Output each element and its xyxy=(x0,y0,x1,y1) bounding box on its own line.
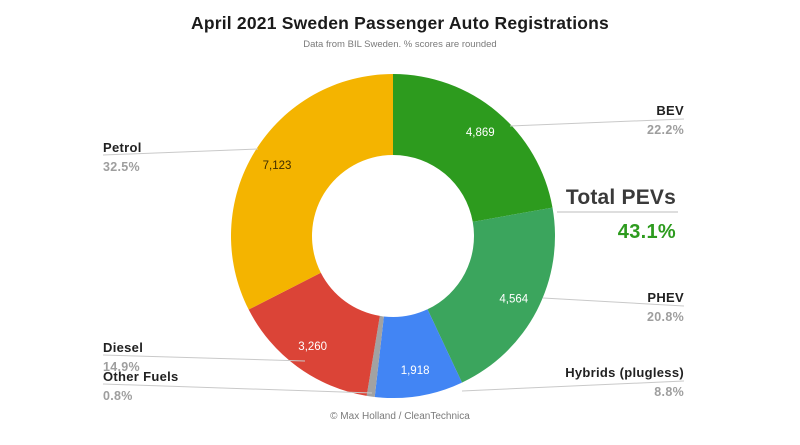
chart-subtitle: Data from BIL Sweden. % scores are round… xyxy=(303,39,497,50)
slice-petrol xyxy=(231,74,393,310)
credit-line: © Max Holland / CleanTechnica xyxy=(330,411,470,422)
leader-line-other-fuels xyxy=(102,383,373,394)
label-other-fuels-pct: 0.8% xyxy=(103,389,133,403)
slice-hybrids-plugless xyxy=(374,309,462,399)
label-hybrids-name: Hybrids (plugless) xyxy=(565,365,684,380)
slice-value-diesel: 3,260 xyxy=(298,341,327,353)
label-phev: PHEV 20.8% xyxy=(647,290,684,324)
total-pevs-value: 43.1% xyxy=(617,221,676,243)
label-phev-pct: 20.8% xyxy=(647,310,684,324)
slice-phev xyxy=(427,207,555,383)
slice-other-fuels xyxy=(366,315,384,397)
slice-diesel xyxy=(248,272,380,396)
slice-value-bev: 4,869 xyxy=(466,127,495,139)
label-diesel: Diesel 14.9% xyxy=(103,340,143,374)
label-petrol-pct: 32.5% xyxy=(103,160,140,174)
label-diesel-pct: 14.9% xyxy=(103,360,140,374)
total-pevs-callout: Total PEVs 43.1% xyxy=(566,185,676,243)
slice-value-petrol: 7,123 xyxy=(263,160,292,172)
leader-line-phev xyxy=(542,297,685,307)
leader-line-hybrids-plugless xyxy=(461,380,685,392)
label-other-fuels: Other Fuels 0.8% xyxy=(103,369,179,403)
page-title: April 2021 Sweden Passenger Auto Registr… xyxy=(191,13,609,33)
label-hybrids: Hybrids (plugless) 8.8% xyxy=(565,365,684,399)
label-petrol: Petrol 32.5% xyxy=(103,140,142,174)
total-pevs-label: Total PEVs xyxy=(565,186,676,209)
slice-value-phev: 4,564 xyxy=(499,294,528,306)
label-other-fuels-name: Other Fuels xyxy=(103,369,179,384)
slice-value-hybrids-plugless: 1,918 xyxy=(401,365,430,377)
label-bev: BEV 22.2% xyxy=(647,103,684,137)
label-phev-name: PHEV xyxy=(647,290,684,305)
leader-line-diesel xyxy=(102,354,306,362)
label-bev-name: BEV xyxy=(656,103,684,118)
label-petrol-name: Petrol xyxy=(103,140,142,155)
slice-bev xyxy=(393,74,553,222)
label-hybrids-pct: 8.8% xyxy=(654,385,684,399)
label-bev-pct: 22.2% xyxy=(647,123,684,137)
leader-line-petrol xyxy=(102,148,259,156)
label-diesel-name: Diesel xyxy=(103,340,144,355)
leader-line-bev xyxy=(509,118,685,127)
